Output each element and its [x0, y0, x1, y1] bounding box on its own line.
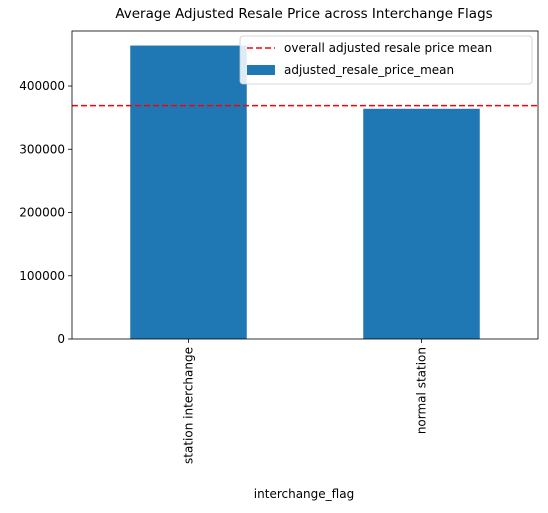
legend-box [239, 35, 533, 85]
x-axis-label: interchange_flag [254, 487, 354, 501]
legend-label-reference-line: overall adjusted resale price mean [284, 41, 492, 55]
chart-title: Average Adjusted Resale Price across Int… [115, 6, 492, 22]
legend-swatch-bar-series [247, 65, 275, 75]
y-tick-label: 100000 [19, 269, 65, 283]
y-tick-label: 300000 [19, 142, 65, 156]
x-tick-label: normal station [415, 347, 429, 434]
legend: overall adjusted resale price mean adjus… [239, 35, 533, 85]
y-tick-label: 400000 [19, 79, 65, 93]
bars-group [130, 45, 480, 339]
x-axis: station interchange normal station [182, 339, 429, 464]
y-tick-label: 200000 [19, 206, 65, 220]
y-tick-label: 0 [57, 332, 65, 346]
y-axis: 0 100000 200000 300000 400000 [19, 79, 72, 346]
bar-station-interchange [130, 45, 247, 339]
bar-normal-station [363, 108, 480, 339]
plot-frame [71, 30, 539, 340]
x-tick-label: station interchange [182, 347, 196, 464]
legend-label-bar-series: adjusted_resale_price_mean [284, 63, 454, 77]
